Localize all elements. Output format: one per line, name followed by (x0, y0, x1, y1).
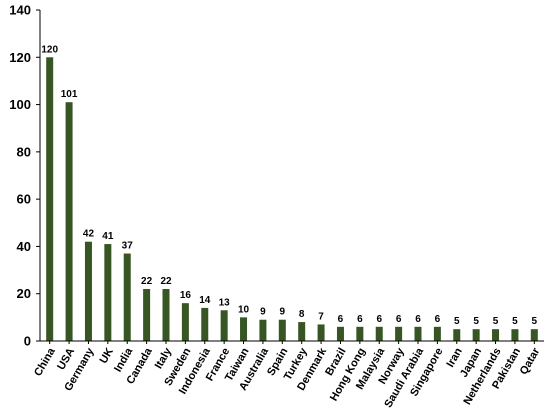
data-label: 6 (435, 314, 441, 325)
data-label: 22 (141, 276, 153, 287)
bar (220, 310, 228, 341)
y-tick-label: 40 (17, 239, 31, 254)
data-label: 7 (318, 311, 324, 322)
data-label: 37 (122, 241, 134, 252)
data-label: 9 (260, 307, 266, 318)
data-label: 42 (83, 229, 95, 240)
data-label: 22 (160, 276, 172, 287)
bar (492, 329, 500, 341)
bar (278, 319, 286, 341)
bars-group (46, 57, 538, 342)
data-label: 5 (532, 316, 538, 327)
y-axis: 0 20 40 60 80 100 120 140 (9, 3, 41, 349)
y-tick-label: 60 (17, 192, 31, 207)
bar (356, 326, 364, 341)
data-label: 6 (376, 314, 382, 325)
data-label: 5 (473, 316, 479, 327)
bar (530, 329, 538, 341)
bar (65, 102, 73, 341)
bar (259, 319, 267, 341)
x-category-label: Qatar (518, 345, 543, 377)
data-label: 10 (238, 304, 250, 315)
data-label: 16 (180, 290, 192, 301)
bar (433, 326, 441, 341)
data-label: 6 (338, 314, 344, 325)
y-tick-label: 20 (17, 286, 31, 301)
data-label: 6 (396, 314, 402, 325)
data-label: 6 (415, 314, 421, 325)
bar (46, 57, 54, 342)
data-label: 41 (102, 231, 114, 242)
bar (181, 303, 189, 341)
y-tick-label: 100 (9, 97, 31, 112)
data-label: 8 (299, 309, 305, 320)
bar (123, 253, 131, 341)
bar (414, 326, 422, 341)
bar (84, 241, 92, 341)
bar (511, 329, 519, 341)
data-label: 5 (493, 316, 499, 327)
y-tick-label: 140 (9, 3, 31, 18)
y-tick-label: 0 (24, 334, 31, 349)
data-label: 13 (219, 297, 231, 308)
x-category-label: UK (98, 346, 116, 366)
data-label: 5 (512, 316, 518, 327)
data-label: 6 (357, 314, 363, 325)
data-labels-group: 120 101 42 41 37 22 22 16 14 13 10 9 9 8 7 6 6 6 6 6 6 5 5 5 5 5 (41, 44, 537, 327)
bar (395, 326, 403, 341)
bar (336, 326, 344, 341)
data-label: 120 (41, 44, 58, 55)
x-category-label: China (32, 345, 58, 378)
bar (453, 329, 461, 341)
data-label: 14 (199, 295, 211, 306)
bar (375, 326, 383, 341)
bar (298, 322, 306, 341)
bar (472, 329, 480, 341)
bar (143, 288, 151, 341)
bar (201, 307, 209, 341)
y-tick-label: 120 (9, 50, 31, 65)
y-tick-label: 80 (17, 144, 31, 159)
data-label: 9 (280, 307, 286, 318)
bar (162, 288, 170, 341)
bar (240, 317, 248, 341)
bar (317, 324, 325, 341)
bar (104, 244, 112, 341)
data-label: 5 (454, 316, 460, 327)
data-label: 101 (61, 89, 78, 100)
